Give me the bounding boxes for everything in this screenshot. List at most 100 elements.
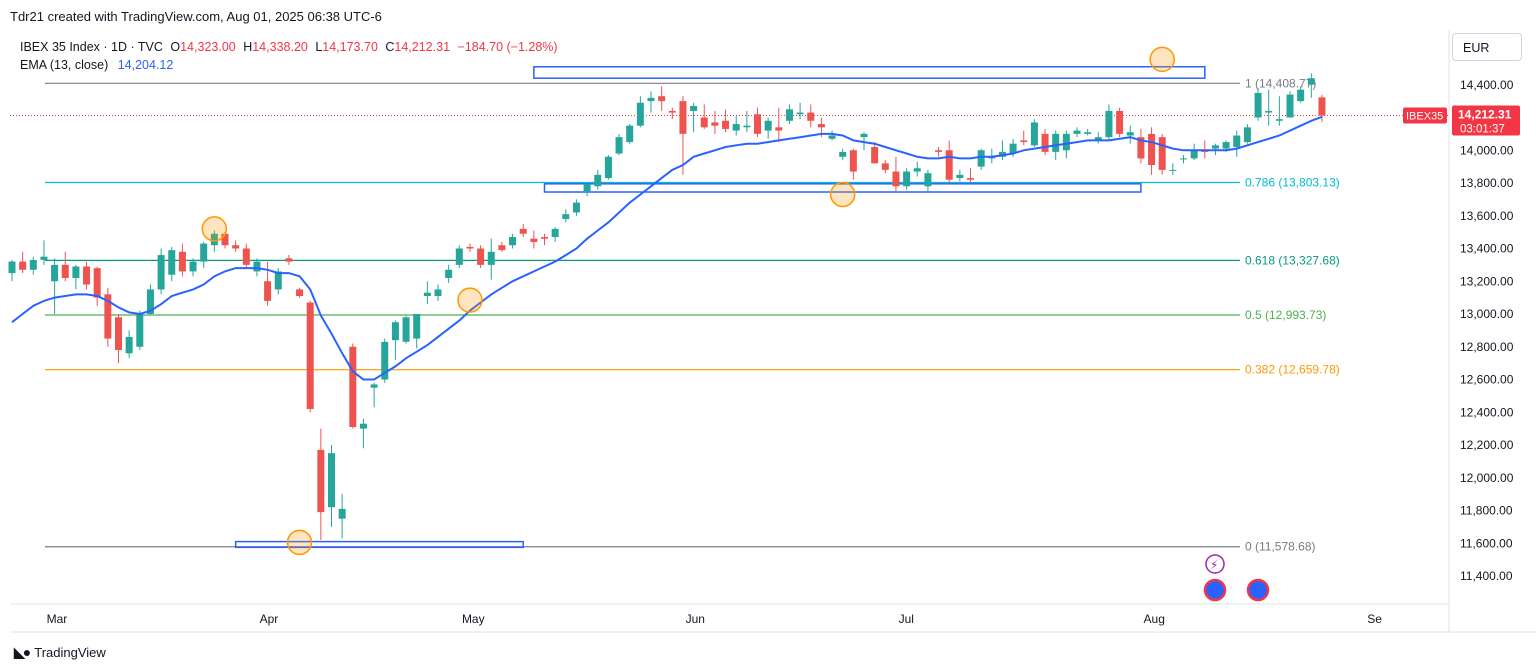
dividend-event-icon [1203,578,1227,602]
candle-body [1275,119,1283,121]
highlight-circles [201,46,1175,556]
candle-body [1052,133,1060,152]
candle-body [1126,132,1134,136]
y-tick-label: 13,400.00 [1460,242,1514,256]
candle-body [359,423,367,429]
fib-level-label: 0.5 (12,993.73) [1245,308,1326,322]
candle-body [562,214,570,220]
candle-body [189,261,197,272]
candle-body [519,228,527,234]
candle-body [178,251,186,272]
close-label: C [385,40,395,54]
candle-body [402,317,410,342]
candle-body [498,245,506,251]
candle-body [434,289,442,296]
price-tag-countdown: 03:01:37 [1460,123,1505,135]
open-label: O [170,40,181,54]
candle-body [1105,110,1113,138]
y-tick-label: 13,000.00 [1460,307,1514,321]
ema-line [11,115,1323,381]
lightning-glyph: ⚡ [1210,558,1218,572]
candle-body [1286,94,1294,118]
candle-body [445,269,453,278]
x-tick-label: Jul [899,612,914,626]
candle-body [817,124,825,128]
close-value: 14,212.31 [394,40,451,54]
y-tick-label: 14,000.00 [1460,143,1514,157]
currency-selector[interactable]: EUR [1452,33,1522,61]
highlight-circle [829,181,856,208]
candle-body [115,317,122,351]
open-value: 14,323.00 [180,40,236,54]
y-tick-label: 12,200.00 [1460,438,1514,452]
candle-body [200,243,208,262]
candle-body [551,228,559,238]
y-tick-label: 13,800.00 [1460,176,1514,190]
candle-body [1094,137,1102,141]
candle-body [146,289,154,314]
y-tick-label: 11,600.00 [1460,536,1513,550]
symbol-label: IBEX 35 Index · 1D · TVC [20,40,163,54]
price-tag-value: 14,212.31 [1458,107,1512,121]
candle-body [956,174,964,179]
candle-body [1222,142,1230,149]
candle-body [168,250,176,275]
candle-body [466,246,474,249]
x-tick-label: Aug [1144,612,1165,626]
ema-value: 14,204.12 [117,58,174,72]
candle-body [1243,127,1251,143]
candle-body [221,233,229,246]
candle-body [104,294,112,339]
ema-label: EMA (13, close) [20,58,109,72]
candle-body [242,248,250,265]
fib-level-label: 0.786 (13,803.13) [1245,175,1340,189]
candle-body [860,133,868,138]
fib-level-label: 0.382 (12,659.78) [1245,363,1340,377]
candle-body [1254,92,1262,118]
candle-body [509,237,517,246]
x-tick-label: Apr [260,612,279,626]
candle-body [40,256,48,260]
candle-body [338,508,346,519]
tradingview-logo-icon: ◣● [14,644,31,660]
y-tick-label: 12,000.00 [1460,471,1514,485]
ema-row: EMA (13, close) 14,204.12 [20,56,558,74]
candle-body [796,112,804,115]
candle-body [1190,150,1198,159]
candle-body [679,101,687,134]
candle-body [839,151,847,157]
candle-body [913,168,921,172]
candle-body [967,178,974,180]
candle-body [626,125,634,143]
candle-body [1137,137,1145,159]
candle-body [647,97,655,102]
high-label: H [243,40,253,54]
chart-legend: IBEX 35 Index · 1D · TVC O14,323.00 H 14,… [20,38,558,74]
x-tick-label: May [462,612,485,626]
candle-body [690,106,698,111]
candle-body [83,266,91,285]
candle-body [828,135,836,139]
candle-body [1084,132,1092,134]
tradingview-brand-text: TradingView [34,645,106,660]
ohlc-row: IBEX 35 Index · 1D · TVC O14,323.00 H 14,… [20,38,558,56]
candle-body [381,341,389,380]
candle-body [136,314,144,347]
candle-body [1307,78,1315,85]
ticker-tag-bg [1403,107,1447,124]
candle-body [668,110,676,113]
candle-body [1318,97,1326,116]
candle-body [285,258,293,262]
candle-body [487,251,495,265]
candle-body [1041,133,1049,152]
candle-body [700,117,708,128]
candle-body [924,173,932,187]
zones [234,65,1206,549]
ticker-tag-label: IBEX35 [1406,110,1443,122]
change-value: −184.70 (−1.28%) [457,40,558,54]
candle-body [1020,140,1028,143]
candle-body [29,259,37,270]
candle-body [881,163,889,170]
candle-body [1265,110,1273,113]
